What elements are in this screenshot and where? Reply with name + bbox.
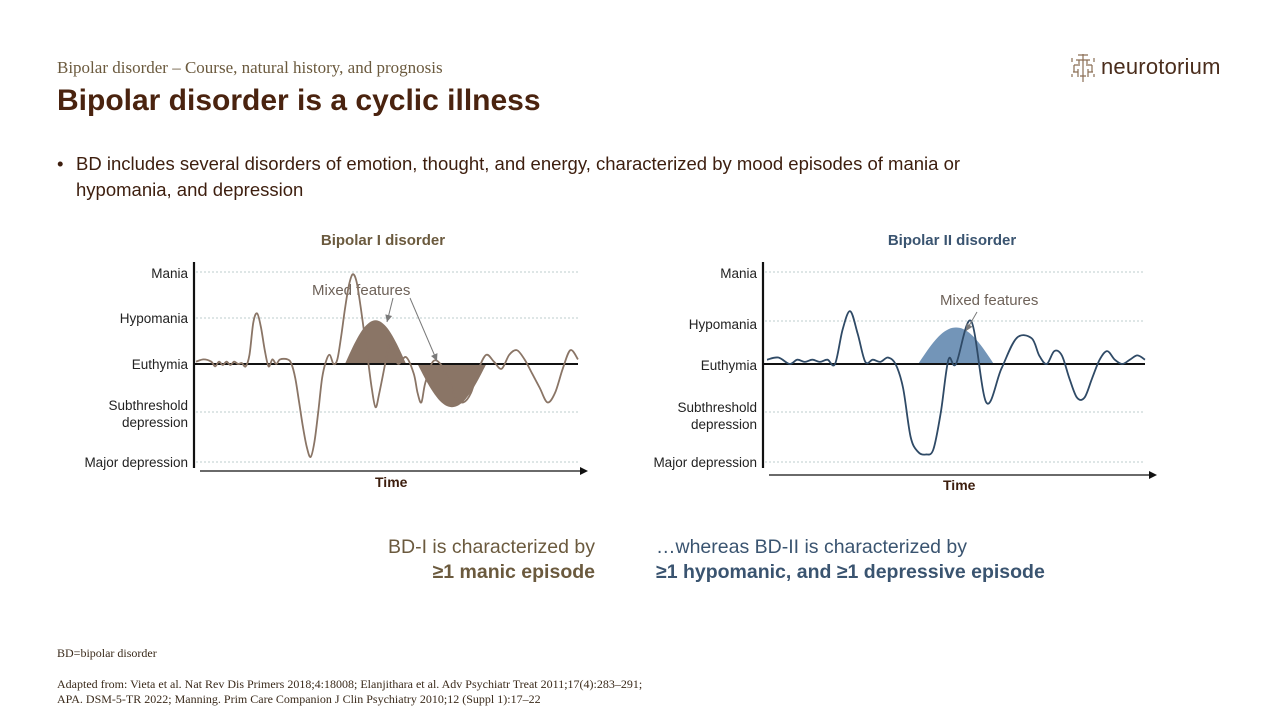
chart2-ylabel-euthymia: Euthymia xyxy=(700,358,757,373)
chart2-ylabel-mania: Mania xyxy=(720,266,757,281)
footnote-ref-1: Adapted from: Vieta et al. Nat Rev Dis P… xyxy=(57,677,643,691)
page-title: Bipolar disorder is a cyclic illness xyxy=(57,84,541,117)
bd1-summary-line1: BD-I is characterized by xyxy=(388,536,595,558)
chart1-mixed-features-area xyxy=(344,320,407,364)
chart1-ylabel-major: Major depression xyxy=(84,455,188,470)
logo-text: neurotorium xyxy=(1101,54,1221,79)
chart2-ylabel-subthreshold-l1: Subthreshold xyxy=(677,400,757,415)
chart2-x-axis-arrowhead xyxy=(1149,471,1157,479)
chart2-xlabel: Time xyxy=(943,477,976,493)
bd1-summary: BD-I is characterized by ≥1 manic episod… xyxy=(388,535,595,585)
bd2-summary-line2: ≥1 hypomanic, and ≥1 depressive episode xyxy=(656,561,1045,583)
chart1-ylabel-mania: Mania xyxy=(151,266,188,281)
chart2-ylabel-hypomania: Hypomania xyxy=(688,317,757,332)
bd1-summary-line2: ≥1 manic episode xyxy=(432,561,595,583)
chart1-ylabel-subthreshold-l2: depression xyxy=(121,415,188,430)
chart2-mixed-features-area xyxy=(918,327,994,364)
chart1-xlabel: Time xyxy=(375,474,408,490)
chart1-mood-line xyxy=(195,273,579,458)
bd2-summary: …whereas BD-II is characterized by ≥1 hy… xyxy=(656,535,1045,585)
section-subtitle: Bipolar disorder – Course, natural histo… xyxy=(57,58,443,77)
chart2-annotation: Mixed features xyxy=(940,292,1039,309)
chart1-ylabel-euthymia: Euthymia xyxy=(131,357,188,372)
chart1-ylabel-subthreshold: Subthreshold depression xyxy=(108,397,188,431)
logo: neurotorium xyxy=(1070,52,1221,82)
chart2-title: Bipolar II disorder xyxy=(887,232,1017,249)
chart1-ylabel-hypomania: Hypomania xyxy=(119,311,188,326)
footnote-ref-2: APA. DSM-5-TR 2022; Manning. Prim Care C… xyxy=(57,692,541,706)
chart1-title: Bipolar I disorder xyxy=(320,232,446,249)
brain-tree-icon xyxy=(1070,52,1096,82)
bullet-text: BD includes several disorders of emotion… xyxy=(76,153,961,200)
bullet-item: • BD includes several disorders of emoti… xyxy=(57,151,1037,202)
chart2-ylabel-subthreshold-l2: depression xyxy=(690,417,757,432)
chart2-annotation-arrowhead xyxy=(966,323,973,331)
chart1-annotation-arrow xyxy=(409,297,438,362)
bd2-summary-line1: …whereas BD-II is characterized by xyxy=(656,536,968,558)
bullet-dot: • xyxy=(57,153,64,174)
chart1-mixed-features-area xyxy=(417,364,487,408)
chart1-annotation-arrowhead xyxy=(431,353,438,361)
chart1-annotation-arrowhead xyxy=(385,314,393,322)
chart2-mood-line xyxy=(766,310,1146,456)
footnote-abbrev: BD=bipolar disorder xyxy=(57,646,157,660)
chart2-ylabel-major: Major depression xyxy=(653,455,757,470)
chart1-x-axis-arrowhead xyxy=(580,467,588,475)
chart1-ylabel-subthreshold-l1: Subthreshold xyxy=(108,398,188,413)
chart2-ylabel-subthreshold: Subthreshold depression xyxy=(677,399,757,433)
chart1-annotation: Mixed features xyxy=(312,282,411,299)
